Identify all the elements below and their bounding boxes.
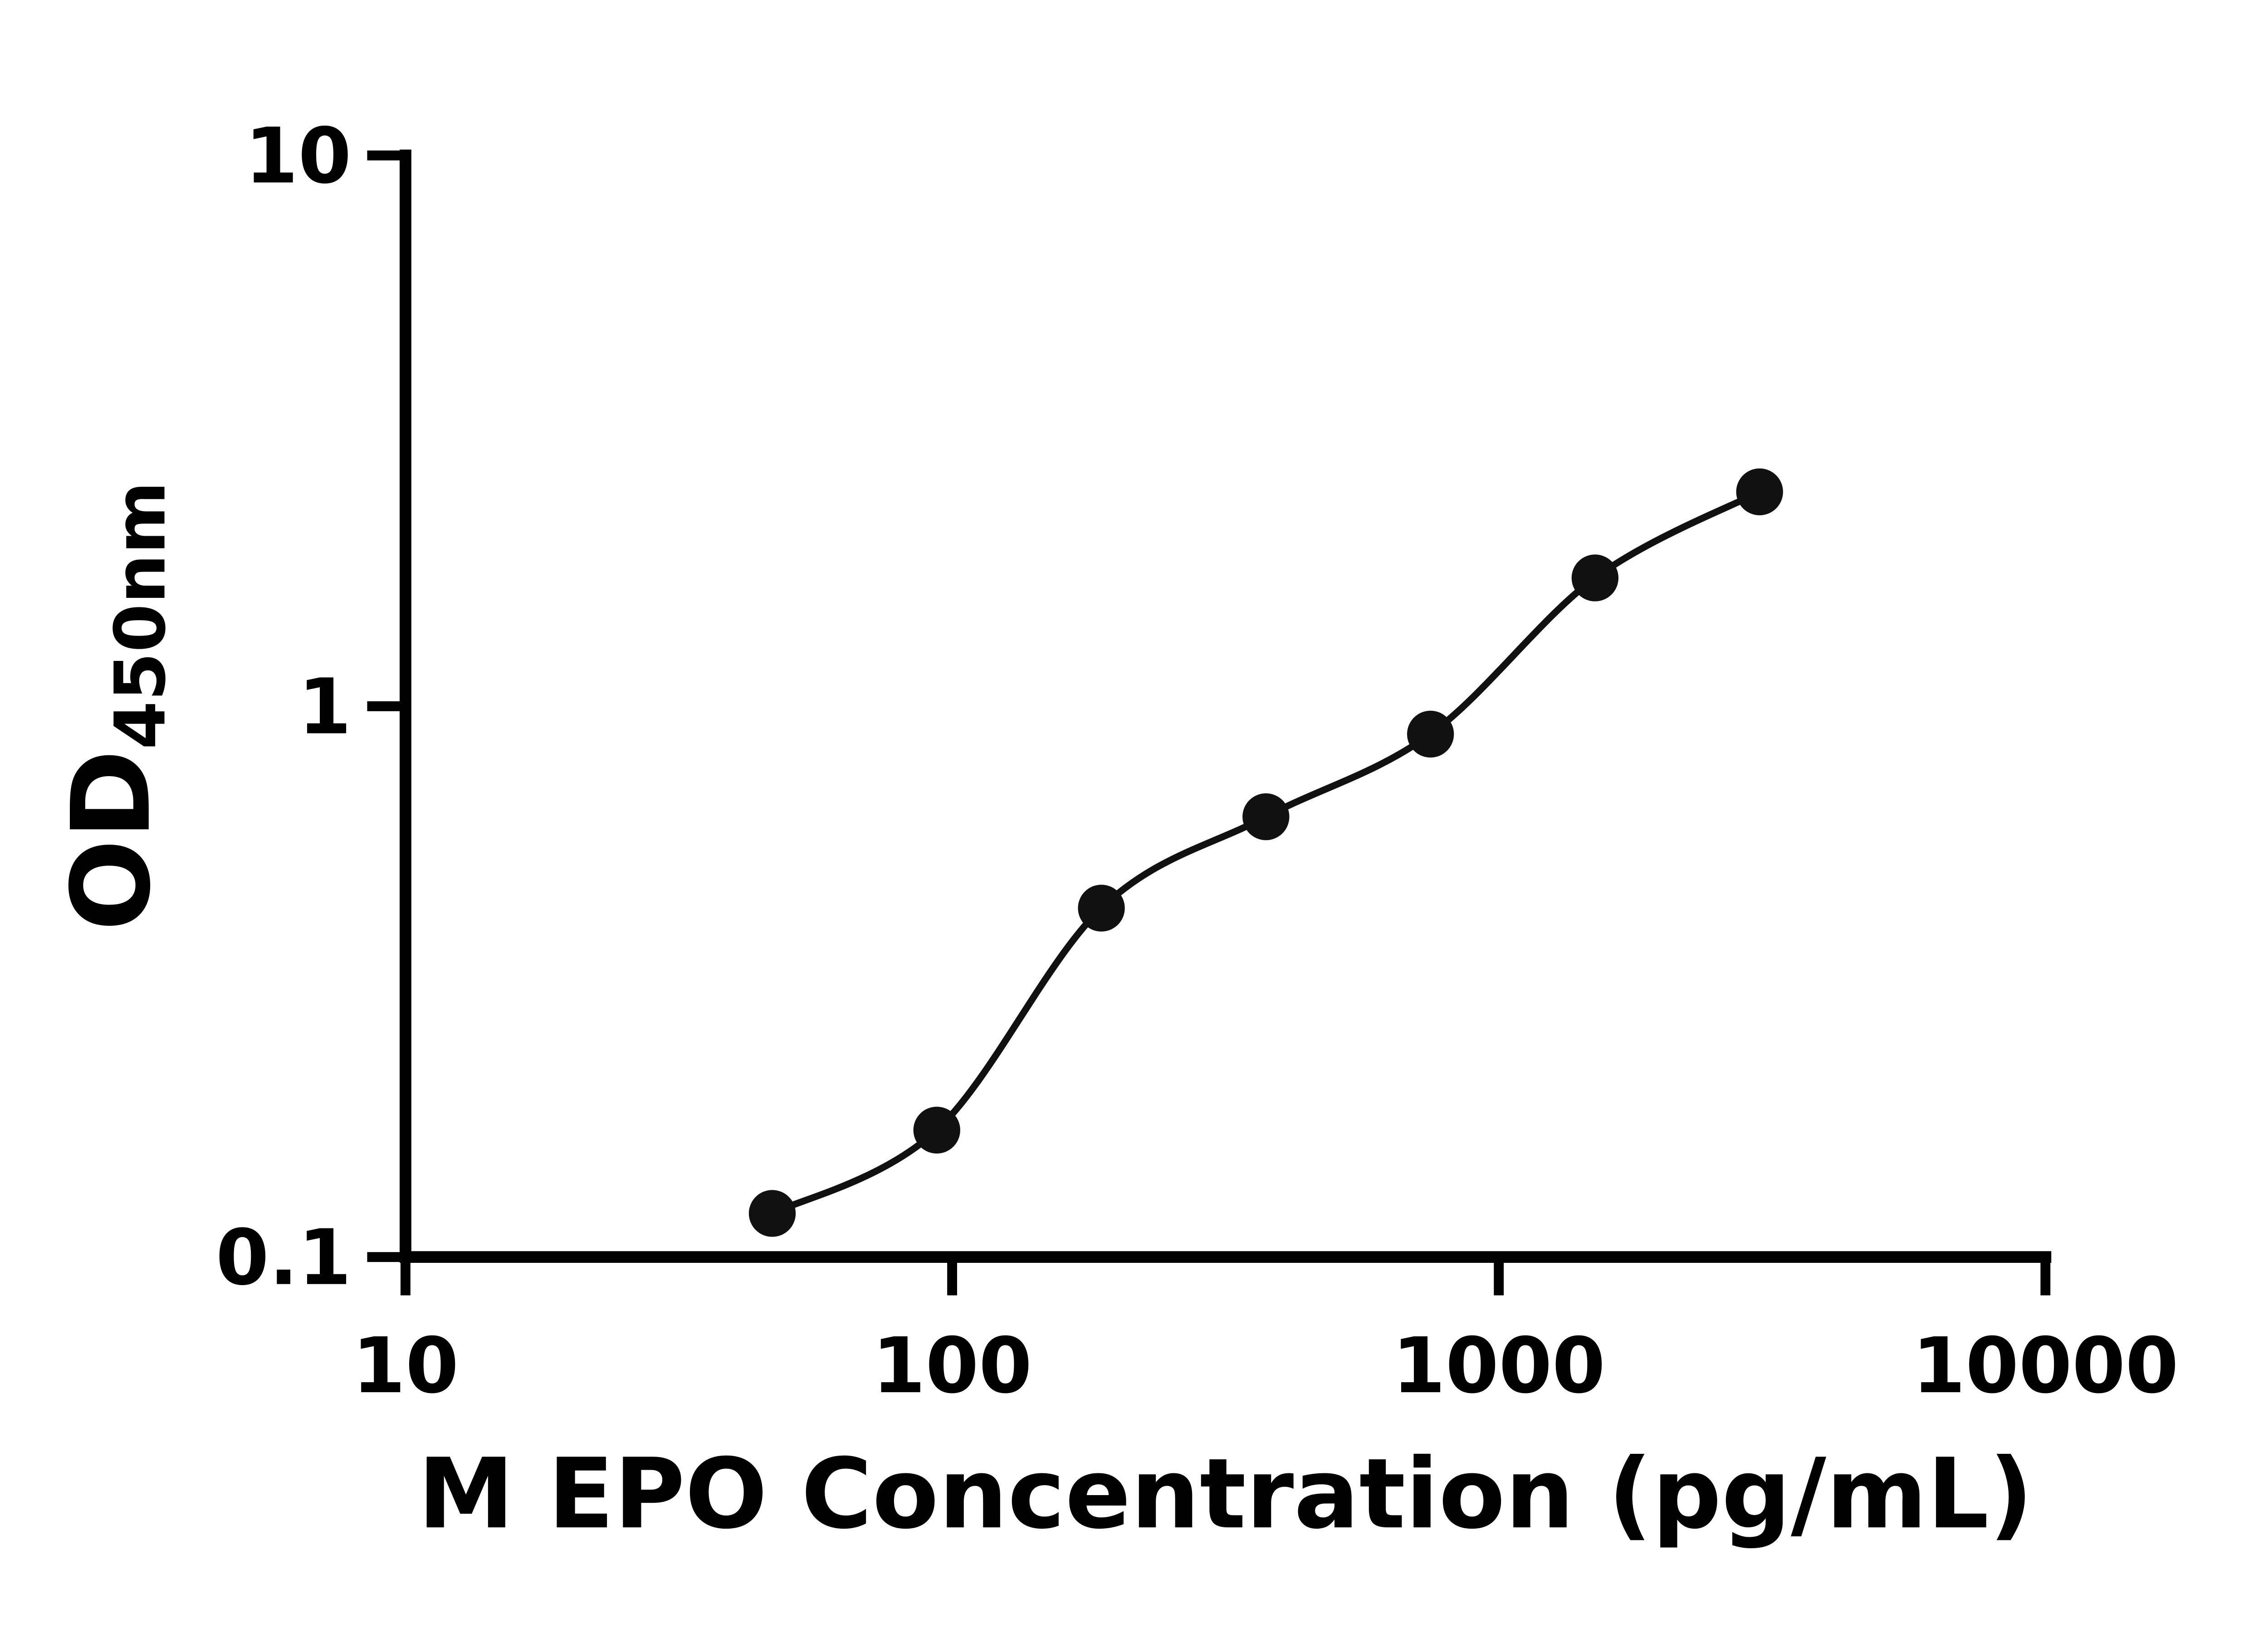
x-tick-label: 10000 xyxy=(1912,1321,2179,1410)
y-tick-label: 1 xyxy=(298,662,351,752)
data-point xyxy=(1407,710,1454,758)
data-point xyxy=(1242,793,1290,841)
x-tick-label: 10 xyxy=(352,1321,459,1410)
y-tick-label: 10 xyxy=(245,111,352,200)
x-tick-label: 100 xyxy=(872,1321,1032,1410)
data-point xyxy=(1571,554,1619,601)
data-point xyxy=(748,1190,796,1237)
x-tick-label: 1000 xyxy=(1392,1321,1605,1410)
fit-curve xyxy=(771,489,1761,1217)
data-point xyxy=(1078,885,1125,932)
y-axis-title-subscript: 450nm xyxy=(100,481,181,749)
data-point xyxy=(913,1106,960,1154)
y-tick-label: 0.1 xyxy=(216,1213,352,1302)
data-point xyxy=(1736,468,1783,515)
axes xyxy=(400,149,2052,1263)
y-axis-title: OD450nm xyxy=(49,481,181,931)
y-axis-title-main: OD xyxy=(49,749,175,931)
x-axis-title: M EPO Concentration (pg/mL) xyxy=(418,1438,2033,1550)
